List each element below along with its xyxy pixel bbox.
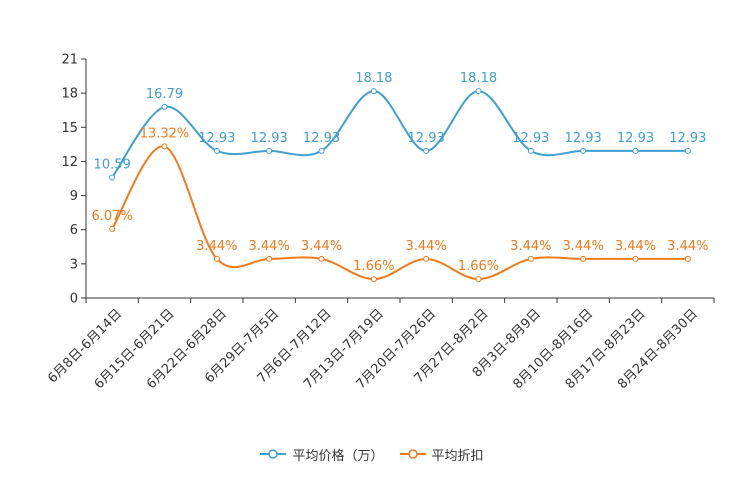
series-1-point <box>109 174 116 181</box>
series-1-point <box>580 147 587 154</box>
series-1-point <box>161 103 168 110</box>
series-1-point <box>423 147 430 154</box>
data-labels: 10.59 16.79 12.93 12.93 12.93 18.18 12.93 18.18… <box>92 71 709 274</box>
series-1-point <box>266 147 273 154</box>
series-2-point <box>632 255 639 262</box>
series-2-data-label: 3.44% <box>301 239 342 254</box>
series-2-point <box>423 255 430 262</box>
series-2-point <box>213 255 220 262</box>
series-1-point <box>527 147 534 154</box>
series-1-point <box>684 147 691 154</box>
series-1-point <box>370 88 377 95</box>
series-2-point <box>527 255 534 262</box>
series-points <box>109 88 691 283</box>
series-1-data-label: 12.93 <box>303 131 340 146</box>
series-1-data-label: 12.93 <box>198 131 235 146</box>
y-tick-label: 6 <box>70 223 78 238</box>
series-1-point <box>475 88 482 95</box>
line-chart: 0369121518216月8日-6月14日6月15日-6月21日6月22日-6… <box>45 53 715 392</box>
series-2-data-label: 3.44% <box>667 239 708 254</box>
series-2-data-label: 1.66% <box>353 259 394 274</box>
series-2-data-label: 3.44% <box>196 239 237 254</box>
series-1-data-label: 18.18 <box>355 71 392 86</box>
series-1-data-label: 12.93 <box>565 131 602 146</box>
series-2-data-label: 1.66% <box>458 259 499 274</box>
legend-item-series-2[interactable]: 平均折扣 <box>399 445 484 464</box>
legend-label-series-2: 平均折扣 <box>431 448 484 464</box>
y-tick-label: 18 <box>61 87 78 102</box>
series-2-data-label: 3.44% <box>510 239 551 254</box>
legend-label-series-1: 平均价格（万） <box>292 448 384 464</box>
y-tick-label: 9 <box>70 189 78 204</box>
y-tick-label: 3 <box>70 257 78 272</box>
series-2-point <box>318 255 325 262</box>
series-2-data-label: 6.07% <box>92 209 133 224</box>
axes: 0369121518216月8日-6月14日6月15日-6月21日6月22日-6… <box>45 53 715 392</box>
series-1-data-label: 12.93 <box>512 131 549 146</box>
series-1-data-label: 12.93 <box>669 131 706 146</box>
y-tick-label: 12 <box>61 155 78 170</box>
series-2-data-label: 3.44% <box>406 239 447 254</box>
series-1-data-label: 18.18 <box>460 71 497 86</box>
series-2-point <box>266 255 273 262</box>
legend-item-series-1[interactable]: 平均价格（万） <box>260 445 384 464</box>
series-1-point <box>632 147 639 154</box>
series-2-data-label: 3.44% <box>249 239 290 254</box>
y-tick-label: 15 <box>61 121 78 136</box>
series-2-point <box>475 276 482 283</box>
series-2-data-label: 3.44% <box>563 239 604 254</box>
series-1-data-label: 16.79 <box>146 87 183 102</box>
series-2-point <box>684 255 691 262</box>
series-1-point <box>318 147 325 154</box>
series-1-point <box>213 147 220 154</box>
series-1-data-label: 12.93 <box>408 131 445 146</box>
series-2-line <box>111 145 688 281</box>
line-marker-icon <box>260 449 287 459</box>
series-1-data-label: 12.93 <box>617 131 654 146</box>
legend: 平均价格（万） 平均折扣 <box>0 444 744 464</box>
series-1-data-label: 10.59 <box>94 157 131 172</box>
series-2-point <box>370 276 377 283</box>
series-2-point <box>161 143 168 150</box>
y-tick-label: 21 <box>61 53 78 68</box>
series-2-data-label: 3.44% <box>615 239 656 254</box>
series-1-data-label: 12.93 <box>251 131 288 146</box>
line-marker-icon <box>399 449 426 459</box>
series-2-data-label: 13.32% <box>140 126 190 141</box>
series-2-point <box>109 225 116 232</box>
series-2-point <box>580 255 587 262</box>
y-tick-label: 0 <box>70 292 78 307</box>
